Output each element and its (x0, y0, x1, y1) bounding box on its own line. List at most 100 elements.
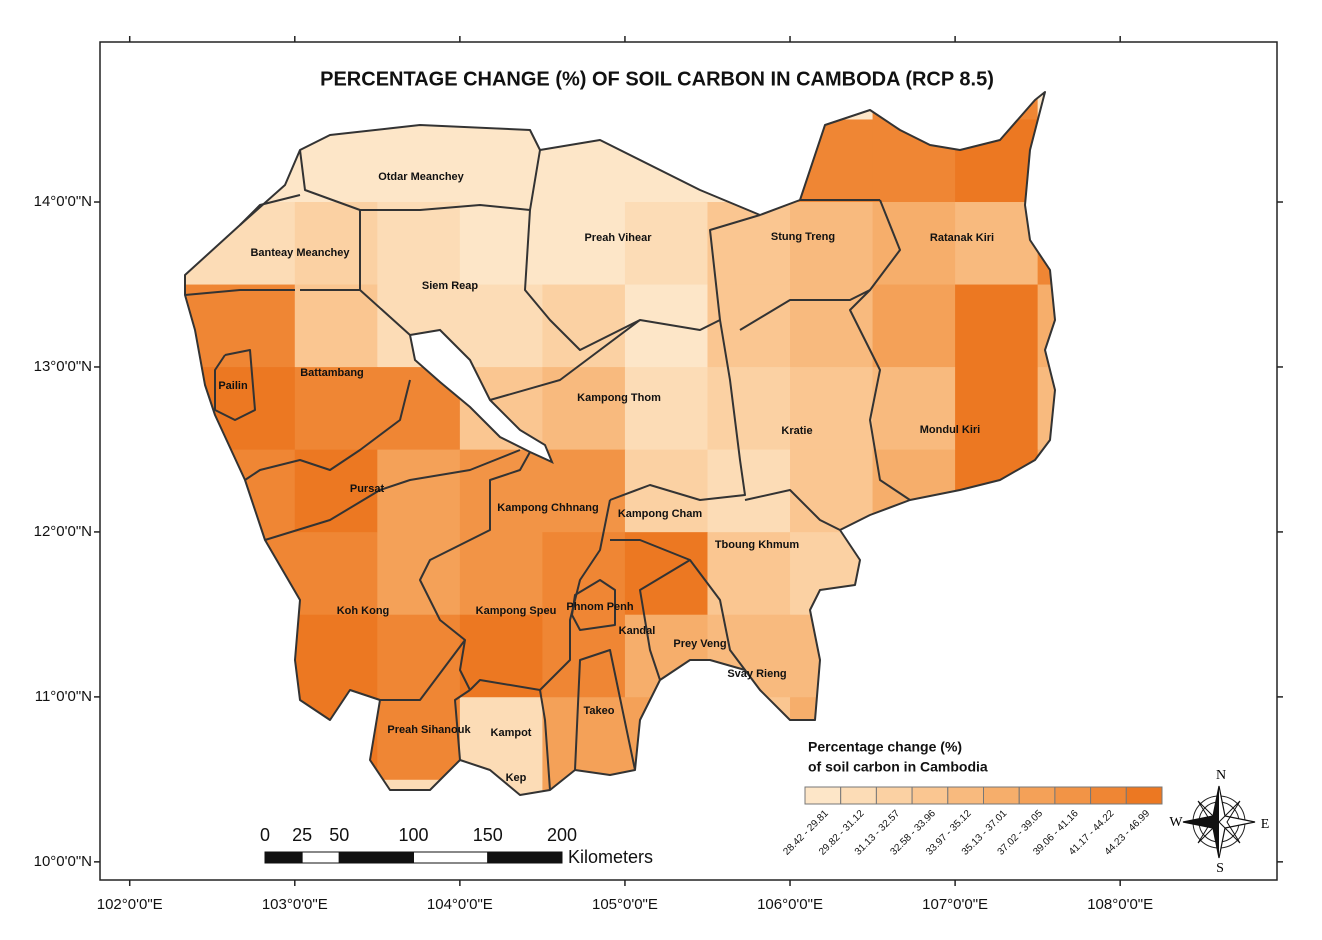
province-label: Battambang (300, 367, 364, 379)
raster-cell (377, 532, 461, 616)
scale-label: 50 (329, 825, 349, 845)
raster-cell (459, 532, 543, 616)
raster-cell (872, 284, 956, 368)
province-label: Prey Veng (673, 638, 726, 650)
raster-cell (377, 119, 461, 203)
compass-letter: S (1216, 861, 1224, 876)
legend-swatch (804, 786, 842, 805)
scale-segment (301, 851, 340, 864)
legend-swatch (911, 786, 949, 805)
scale-label: 150 (473, 825, 503, 845)
raster-cell (294, 532, 378, 616)
y-tick-label: 11°0'0"N (35, 688, 92, 705)
x-tick-label: 105°0'0"E (592, 896, 658, 913)
province-borders (184, 149, 911, 791)
raster-cell (707, 367, 791, 451)
province-label: Otdar Meanchey (378, 171, 464, 183)
x-tick-label: 102°0'0"E (97, 896, 163, 913)
legend-swatch (1018, 786, 1056, 805)
province-label: Kampong Speu (476, 605, 557, 617)
province-label: Phnom Penh (566, 601, 634, 613)
x-tick-label: 108°0'0"E (1087, 896, 1153, 913)
country-border (184, 91, 1056, 796)
compass-letter: E (1261, 817, 1270, 832)
tonle-sap-lake (408, 328, 554, 464)
x-tick-label: 103°0'0"E (262, 896, 328, 913)
raster-cell (294, 202, 378, 286)
province-label: Kep (506, 772, 527, 784)
raster-cell (624, 449, 708, 533)
province-label: Kandal (619, 625, 656, 637)
legend-swatch (1125, 786, 1163, 805)
scale-segment (338, 851, 414, 864)
scale-label: 0 (260, 825, 270, 845)
raster-cell (459, 119, 543, 203)
raster-cell (377, 202, 461, 286)
raster-cell (542, 449, 626, 533)
raster-cell (377, 697, 461, 781)
raster-cell (872, 367, 956, 451)
legend-swatch (1054, 786, 1092, 805)
raster-cell (955, 202, 1039, 286)
raster-cell (624, 202, 708, 286)
raster-cell (955, 367, 1039, 451)
raster-cell (624, 284, 708, 368)
scale-unit: Kilometers (568, 847, 653, 867)
raster-cell (707, 284, 791, 368)
province-label: Svay Rieng (727, 668, 786, 680)
compass-letter: N (1216, 768, 1226, 783)
raster-cell (212, 284, 296, 368)
map-title: PERCENTAGE CHANGE (%) OF SOIL CARBON IN … (320, 68, 994, 90)
legend-swatch (983, 786, 1020, 805)
legend-title: of soil carbon in Cambodia (808, 759, 988, 775)
x-tick-label: 104°0'0"E (427, 896, 493, 913)
raster-cell (790, 202, 874, 286)
province-label: Pursat (350, 483, 385, 495)
province-label: Pailin (218, 380, 248, 392)
y-tick-label: 10°0'0"N (34, 853, 92, 870)
y-tick-label: 14°0'0"N (34, 193, 92, 210)
scale-label: 200 (547, 825, 577, 845)
scale-segment (487, 851, 563, 864)
province-label: Mondul Kiri (920, 424, 981, 436)
raster-cell (294, 367, 378, 451)
province-label: Kampot (491, 727, 532, 739)
legend-swatch (875, 786, 913, 805)
north-arrow (1182, 785, 1256, 859)
raster-cell (542, 614, 626, 698)
raster-cell (212, 367, 296, 451)
province-label: Preah Sihanouk (387, 724, 471, 736)
raster-cell (707, 449, 791, 533)
raster-cell (790, 367, 874, 451)
scale-segment (264, 851, 303, 864)
province-label: Takeo (584, 705, 615, 717)
legend-title: Percentage change (%) (808, 739, 962, 755)
province-label: Stung Treng (771, 231, 835, 243)
scale-segment (413, 851, 489, 864)
province-label: Kampong Thom (577, 392, 661, 404)
raster-cell (294, 284, 378, 368)
raster-cell (624, 367, 708, 451)
raster-cell (459, 284, 543, 368)
raster-cell (707, 202, 791, 286)
raster-cell (294, 614, 378, 698)
y-tick-label: 13°0'0"N (34, 358, 92, 375)
legend-swatch (840, 786, 877, 805)
raster-cell (459, 449, 543, 533)
raster-cell (707, 532, 791, 616)
legend-swatch (1090, 786, 1127, 805)
province-label: Banteay Meanchey (250, 247, 350, 259)
raster-cell (542, 697, 626, 781)
raster-cell (377, 614, 461, 698)
compass-letter: W (1169, 815, 1183, 830)
province-label: Preah Vihear (584, 232, 652, 244)
raster-cell (955, 284, 1039, 368)
province-label: Siem Reap (422, 280, 479, 292)
province-label: Kampong Chhnang (497, 502, 598, 514)
raster-cell (790, 284, 874, 368)
raster-cell (790, 449, 874, 533)
province-label: Ratanak Kiri (930, 232, 994, 244)
raster-cell (542, 367, 626, 451)
province-label: Kratie (781, 425, 812, 437)
